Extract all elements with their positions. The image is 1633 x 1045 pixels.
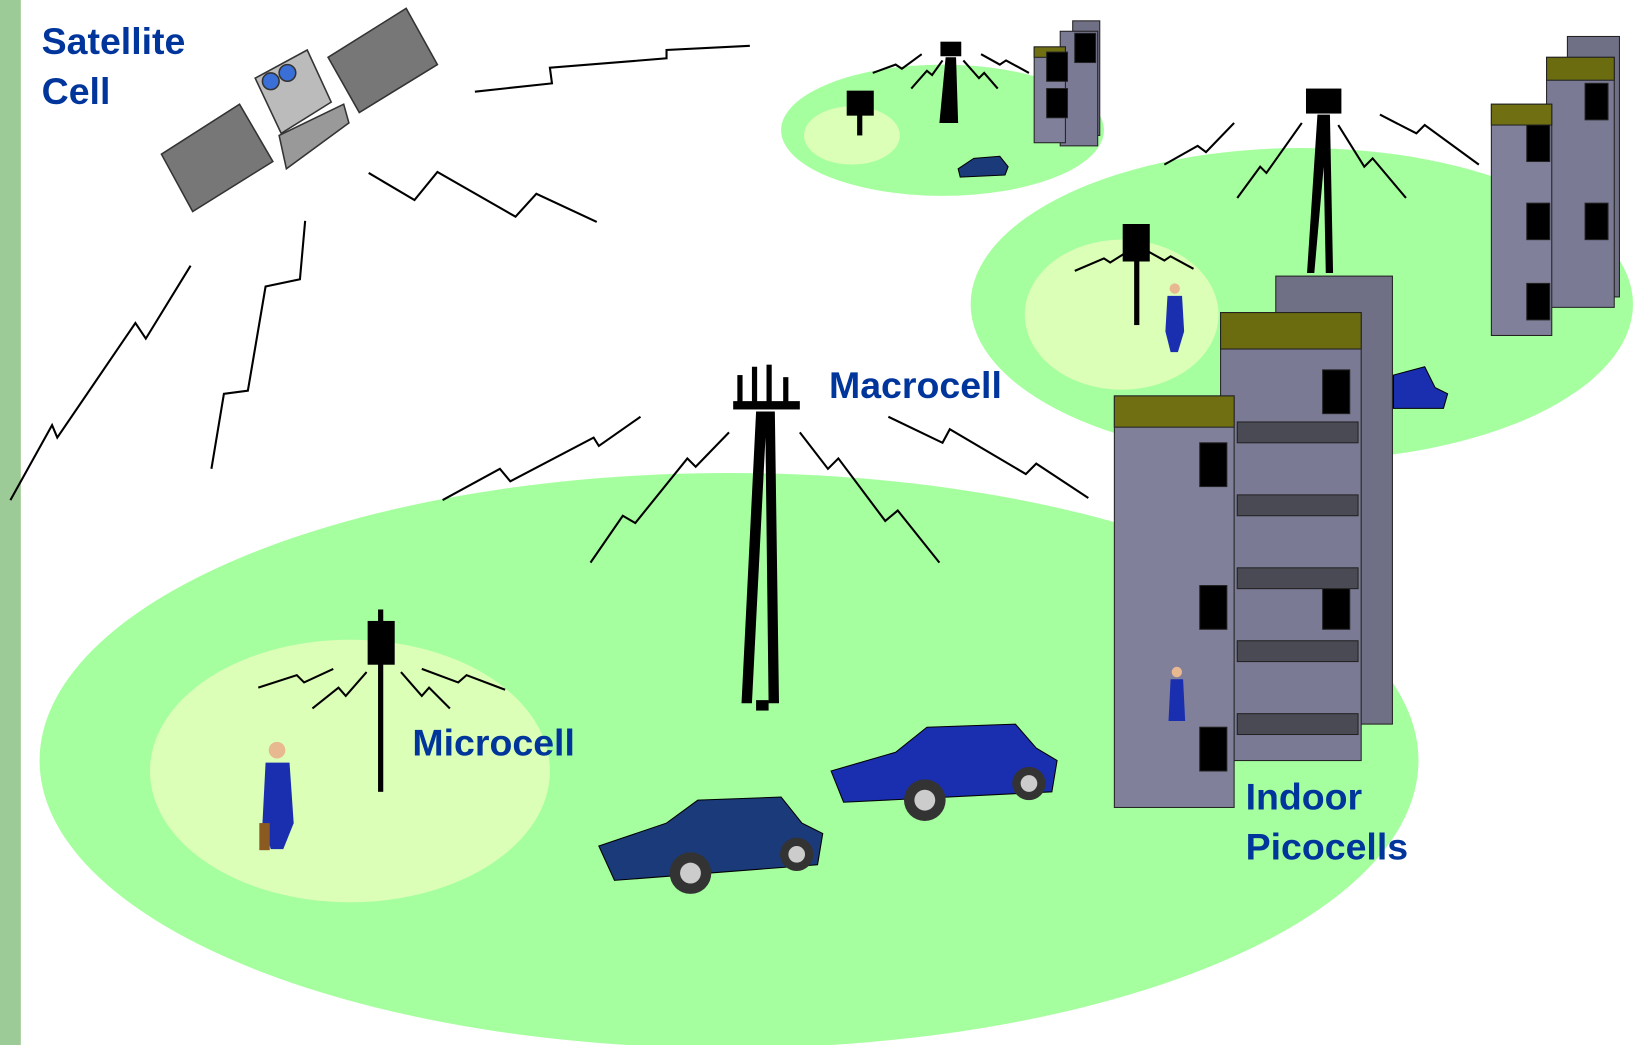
microcell-area — [150, 640, 550, 903]
label: Microcell — [412, 721, 574, 763]
label: Picocells — [1246, 826, 1408, 868]
diagram: Satellite Cell Macrocell Microcell Indoo… — [0, 0, 1633, 1045]
label: Satellite — [42, 20, 186, 62]
satellite-icon — [161, 8, 437, 211]
right-micro-area — [1025, 240, 1219, 390]
label: Indoor — [1246, 776, 1363, 818]
label: Macrocell — [829, 364, 1002, 406]
remote-building — [1034, 21, 1100, 146]
label: Cell — [42, 70, 111, 112]
side-strip — [0, 0, 21, 1045]
page: Satellite Cell Macrocell Microcell Indoo… — [0, 0, 1633, 1045]
right-building — [1491, 36, 1619, 335]
